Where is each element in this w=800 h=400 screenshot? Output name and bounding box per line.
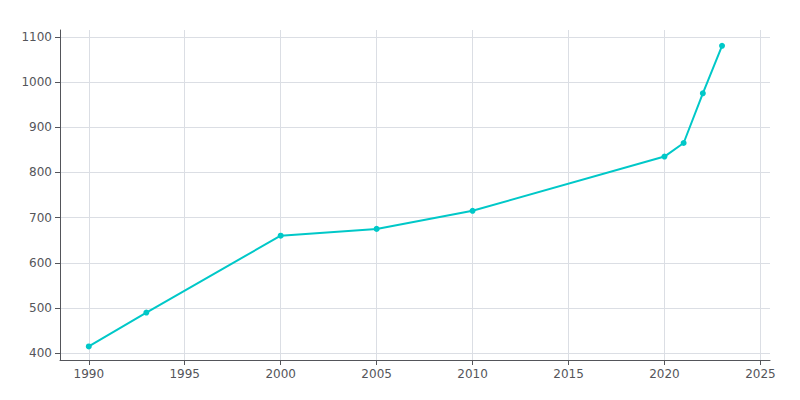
svg-text:1100: 1100 (21, 30, 52, 44)
svg-text:2015: 2015 (553, 367, 584, 381)
svg-text:1995: 1995 (169, 367, 200, 381)
svg-text:2000: 2000 (265, 367, 296, 381)
svg-text:2010: 2010 (457, 367, 488, 381)
svg-text:900: 900 (29, 120, 52, 134)
svg-text:2020: 2020 (649, 367, 680, 381)
svg-text:700: 700 (29, 211, 52, 225)
svg-text:800: 800 (29, 165, 52, 179)
svg-text:500: 500 (29, 301, 52, 315)
svg-text:400: 400 (29, 346, 52, 360)
svg-text:1990: 1990 (74, 367, 105, 381)
svg-text:2025: 2025 (745, 367, 776, 381)
svg-text:600: 600 (29, 256, 52, 270)
svg-text:2005: 2005 (361, 367, 392, 381)
svg-text:1000: 1000 (21, 75, 52, 89)
